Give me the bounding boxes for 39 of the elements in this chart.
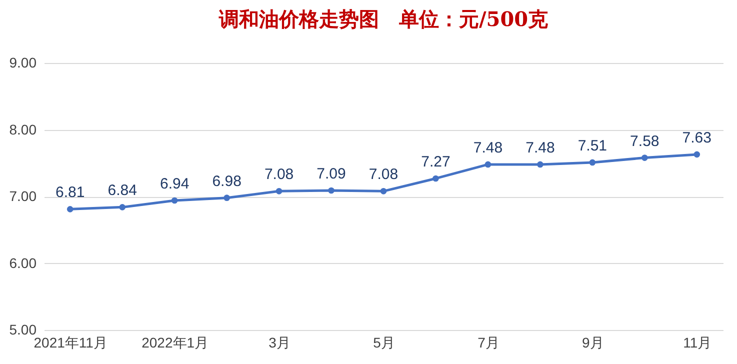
x-tick-label: 7月 bbox=[478, 334, 500, 350]
data-label: 7.48 bbox=[473, 139, 503, 156]
data-label: 6.84 bbox=[108, 182, 137, 200]
data-label: 7.58 bbox=[630, 132, 660, 150]
data-label: 6.98 bbox=[212, 172, 242, 190]
data-label: 6.81 bbox=[56, 184, 85, 202]
x-tick-label: 2022年1月 bbox=[142, 334, 209, 350]
y-tick-label: 7.00 bbox=[9, 188, 37, 204]
x-tick-label: 11月 bbox=[683, 334, 712, 350]
point bbox=[432, 175, 439, 182]
point bbox=[484, 161, 492, 168]
data-label: 7.08 bbox=[368, 166, 398, 184]
data-label: 7.08 bbox=[264, 166, 294, 184]
point bbox=[589, 159, 596, 166]
point bbox=[276, 188, 282, 194]
y-tick-label: 6.00 bbox=[9, 254, 37, 271]
x-tick-label: 5月 bbox=[373, 334, 395, 350]
data-label: 6.94 bbox=[160, 176, 190, 193]
y-tick-label: 8.00 bbox=[9, 121, 37, 138]
data-label: 7.51 bbox=[578, 137, 608, 154]
data-label: 7.63 bbox=[682, 129, 712, 146]
point bbox=[537, 161, 544, 168]
data-label: 7.27 bbox=[421, 153, 450, 170]
point bbox=[641, 154, 648, 161]
x-tick-label: 9月 bbox=[582, 334, 604, 350]
point bbox=[694, 151, 700, 158]
point bbox=[328, 187, 334, 194]
y-tick-label: 5.00 bbox=[9, 322, 37, 338]
x-tick-label: 3月 bbox=[268, 334, 290, 350]
point bbox=[171, 197, 178, 204]
data-label: 7.48 bbox=[526, 139, 555, 156]
y-tick-label: 9.00 bbox=[9, 54, 37, 70]
chart-title: 调和油价格走势图 单位：元/500克 bbox=[218, 7, 548, 31]
point bbox=[66, 206, 74, 212]
point bbox=[224, 194, 230, 201]
x-tick-label: 2021年11月 bbox=[34, 334, 108, 350]
data-label: 7.09 bbox=[316, 165, 346, 182]
point bbox=[380, 188, 387, 194]
point bbox=[119, 204, 126, 210]
